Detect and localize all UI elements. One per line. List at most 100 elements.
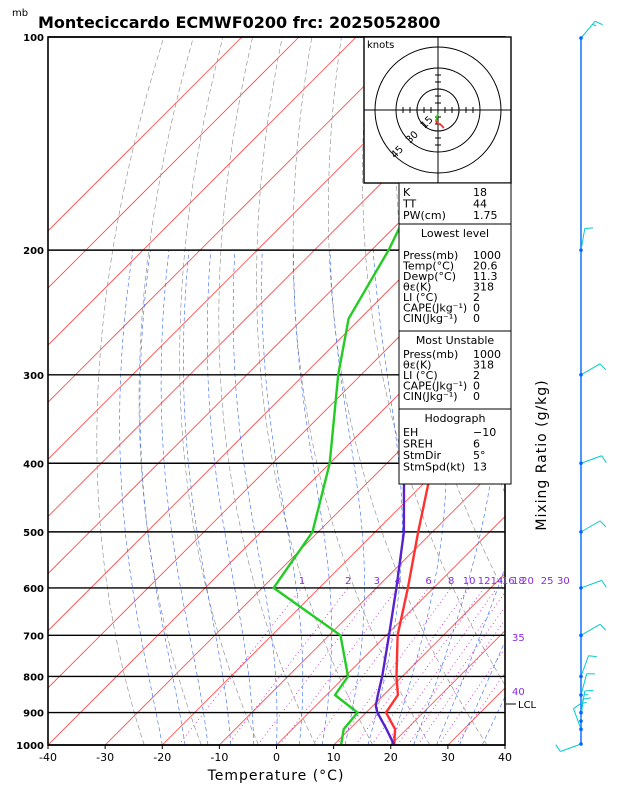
hodograph-trace-low	[435, 112, 439, 121]
wind-barb-dot	[579, 373, 583, 377]
pressure-tick-label: 200	[23, 246, 44, 257]
hodograph-panel-frame	[398, 408, 512, 485]
temperature-tick-label: -30	[96, 751, 114, 764]
temperature-tick-label: -40	[39, 751, 57, 764]
moist-adiabat-line	[183, 250, 232, 745]
panel-row-value: 18	[473, 186, 487, 199]
isotherm-line	[562, 37, 618, 745]
wind-barb-flag	[599, 363, 607, 371]
isotherm-line	[48, 173, 505, 632]
panel-row-label: θε(K)	[403, 359, 431, 372]
panel-row-label: CIN(Jkg⁻¹)	[403, 312, 458, 325]
isotherm-line	[48, 37, 243, 232]
pressure-tick-label: 600	[23, 584, 44, 595]
panel-row-label: CAPE(Jkg⁻¹)	[403, 380, 467, 393]
dewpoint-line	[272, 51, 505, 745]
panel-row-value: 1000	[473, 348, 501, 361]
mixing-ratio-line	[384, 587, 498, 745]
wind-barb-staff	[573, 708, 582, 730]
moist-adiabat-line	[119, 250, 163, 745]
panel-row-value: 0	[473, 302, 480, 315]
mixing-ratio-line	[257, 587, 378, 745]
wind-barb-staff	[580, 20, 596, 39]
panel-row-label: EH	[403, 426, 418, 439]
isotherm-line	[48, 37, 471, 460]
temperature-tick-label: -10	[210, 751, 228, 764]
panel-row-value: −10	[473, 426, 496, 439]
panel-row-value: 1000	[473, 249, 501, 262]
panel-row-value: 1.75	[473, 209, 498, 222]
panel-row-value: 13	[473, 461, 487, 474]
panel-title: Lowest level	[421, 227, 489, 240]
lowest-level-panel-frame	[398, 223, 512, 332]
mixing-ratio-line	[407, 606, 505, 745]
lcl-label: LCL	[518, 700, 537, 711]
pressure-tick-label: 800	[23, 672, 44, 683]
mixing-ratio-line	[417, 619, 505, 745]
dry-adiabat-line	[549, 37, 618, 745]
isotherm-line	[48, 37, 300, 289]
wind-barb-staff	[580, 579, 602, 589]
temperature-tick-label: 20	[384, 751, 398, 764]
mixing-ratio-line	[227, 587, 349, 745]
wind-barb-flag	[588, 655, 597, 658]
mixing-ratio-label: 1	[299, 576, 305, 587]
pressure-tick-label: 100	[23, 33, 44, 44]
mixing-ratio-label: 30	[557, 576, 570, 587]
theta-e-label-35: 35	[512, 633, 525, 644]
wind-barb-staff	[580, 363, 601, 376]
dry-adiabat-line	[256, 37, 374, 745]
data-panels: K 18 TT 44 PW(cm) 1.75 Lowest level Press(mb) 1…	[398, 182, 512, 485]
panel-title: Hodograph	[425, 412, 486, 425]
wind-barb-dot	[579, 710, 583, 715]
isotherm-line	[333, 573, 505, 745]
wind-barb-dot	[579, 586, 583, 590]
moist-adiabat-line	[367, 250, 403, 745]
theta-e-label-40: 40	[512, 687, 525, 698]
wind-barb-staff	[580, 623, 601, 636]
panel-row-label: LI (°C)	[403, 291, 438, 304]
mixing-ratio-label: 3	[374, 576, 380, 587]
panel-row-value: 5°	[473, 449, 486, 462]
panel-row-value: 0	[473, 380, 480, 393]
wind-barb-staff	[580, 655, 589, 677]
wind-barb-flag	[555, 744, 561, 752]
mixing-ratio-label: 25	[541, 576, 554, 587]
wind-barb-flag	[582, 697, 592, 700]
mixing-ratio-label: 4	[395, 576, 401, 587]
panel-row-value: 2	[473, 369, 480, 382]
chart-title: Monteciccardo ECMWF0200 frc: 2025052800	[38, 13, 440, 32]
mixing-ratio-line	[396, 591, 505, 745]
mixing-ratio-axis-label: Mixing Ratio (g/kg)	[534, 379, 550, 530]
dry-adiabat-line	[179, 37, 259, 745]
isotherm-lines	[48, 37, 618, 745]
pressure-tick-label: 700	[23, 631, 44, 642]
mixing-ratio-label: 18	[512, 576, 525, 587]
dry-adiabat-line	[608, 37, 618, 745]
mixing-ratio-label: 8	[448, 576, 454, 587]
wind-barb-dot	[579, 36, 583, 40]
dry-adiabat-line	[138, 37, 202, 745]
wind-barb-flag	[599, 520, 607, 528]
panel-row-value: 318	[473, 359, 494, 372]
x-axis-label: Temperature (°C)	[207, 768, 345, 784]
mixing-ratio-label: 14	[491, 576, 504, 587]
wind-barb-dot	[579, 461, 583, 466]
moist-adiabat-line	[207, 250, 254, 745]
panel-row-label: StmSpd(kt)	[403, 461, 465, 474]
hodograph-trace-high	[435, 120, 445, 129]
panel-row-label: K	[403, 186, 411, 199]
moist-adiabat-line	[261, 250, 304, 745]
wind-barb-dot	[579, 674, 583, 679]
wind-barb-flag	[601, 580, 607, 588]
indices-panel-frame	[398, 182, 512, 225]
wind-barb-dot	[579, 633, 583, 638]
wind-barb-staff	[580, 673, 588, 696]
wind-barb-staff	[560, 743, 582, 752]
wind-barb-flag	[584, 227, 594, 229]
isotherm-line	[219, 458, 505, 745]
isotherm-line	[48, 230, 505, 689]
